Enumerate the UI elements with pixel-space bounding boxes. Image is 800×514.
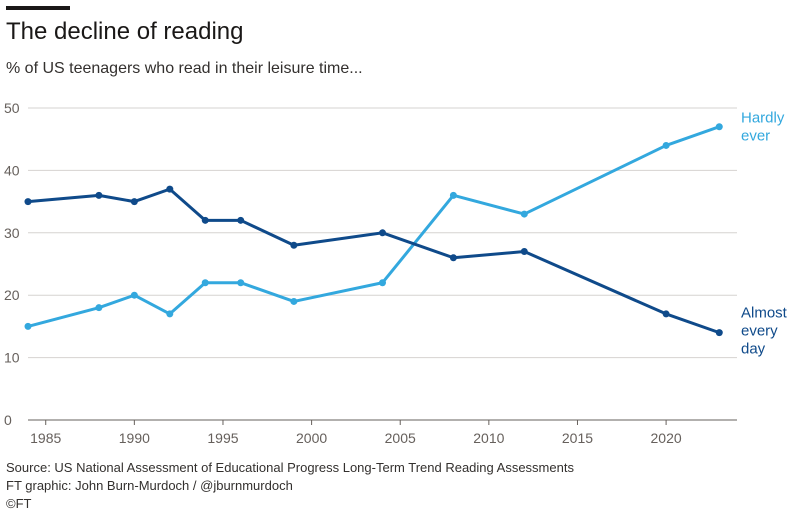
data-point-almost-every-day [449,254,457,262]
data-point-hardly-ever [662,141,670,149]
data-point-hardly-ever [24,322,32,330]
y-tick-label: 0 [4,412,12,428]
copyright-note: ©FT [6,496,32,511]
source-note: Source: US National Assessment of Educat… [6,460,574,475]
data-point-almost-every-day [715,329,723,337]
data-point-hardly-ever [237,279,245,287]
series-line-almost-every-day [26,187,721,335]
data-point-hardly-ever [201,279,209,287]
series-line-hardly-ever [26,125,721,328]
y-tick-label: 20 [4,287,20,303]
data-point-almost-every-day [166,185,174,193]
series-label-almost-every-day: Almost every day [741,305,788,358]
data-point-almost-every-day [24,198,32,206]
data-point-almost-every-day [662,310,670,318]
data-point-hardly-ever [166,310,174,318]
credit-note: FT graphic: John Burn-Murdoch / @jburnmu… [6,478,293,493]
data-point-hardly-ever [130,291,138,299]
chart-title: The decline of reading [6,18,244,45]
y-tick-label: 30 [4,225,20,241]
x-tick-label: 1990 [119,430,150,446]
x-tick-label: 2015 [562,430,593,446]
data-point-almost-every-day [201,216,209,224]
data-point-hardly-ever [95,304,103,312]
x-tick-label: 2010 [473,430,504,446]
x-tick-label: 2020 [651,430,682,446]
x-tick-label: 2000 [296,430,327,446]
x-tick-label: 2005 [385,430,416,446]
data-point-hardly-ever [715,123,723,131]
series-label-hardly-ever: Hardly ever [741,110,785,145]
x-tick-label: 1985 [30,430,61,446]
data-point-almost-every-day [95,191,103,199]
data-point-almost-every-day [130,198,138,206]
data-point-almost-every-day [237,216,245,224]
data-point-hardly-ever [379,279,386,287]
data-point-almost-every-day [290,241,298,249]
data-point-hardly-ever [520,210,528,218]
y-tick-label: 40 [4,162,20,178]
y-tick-label: 10 [4,350,20,366]
data-point-hardly-ever [449,191,457,199]
data-point-almost-every-day [520,248,528,256]
x-tick-label: 1995 [207,430,238,446]
data-point-almost-every-day [379,229,386,237]
chart-subtitle: % of US teenagers who read in their leis… [6,60,363,77]
line-chart: 0 10 20 30 40 50 1985 1990 1995 2000 2005 2010 2015 2… [4,100,788,446]
brand-bar [6,6,70,10]
data-point-hardly-ever [290,297,298,305]
y-tick-label: 50 [4,100,20,116]
